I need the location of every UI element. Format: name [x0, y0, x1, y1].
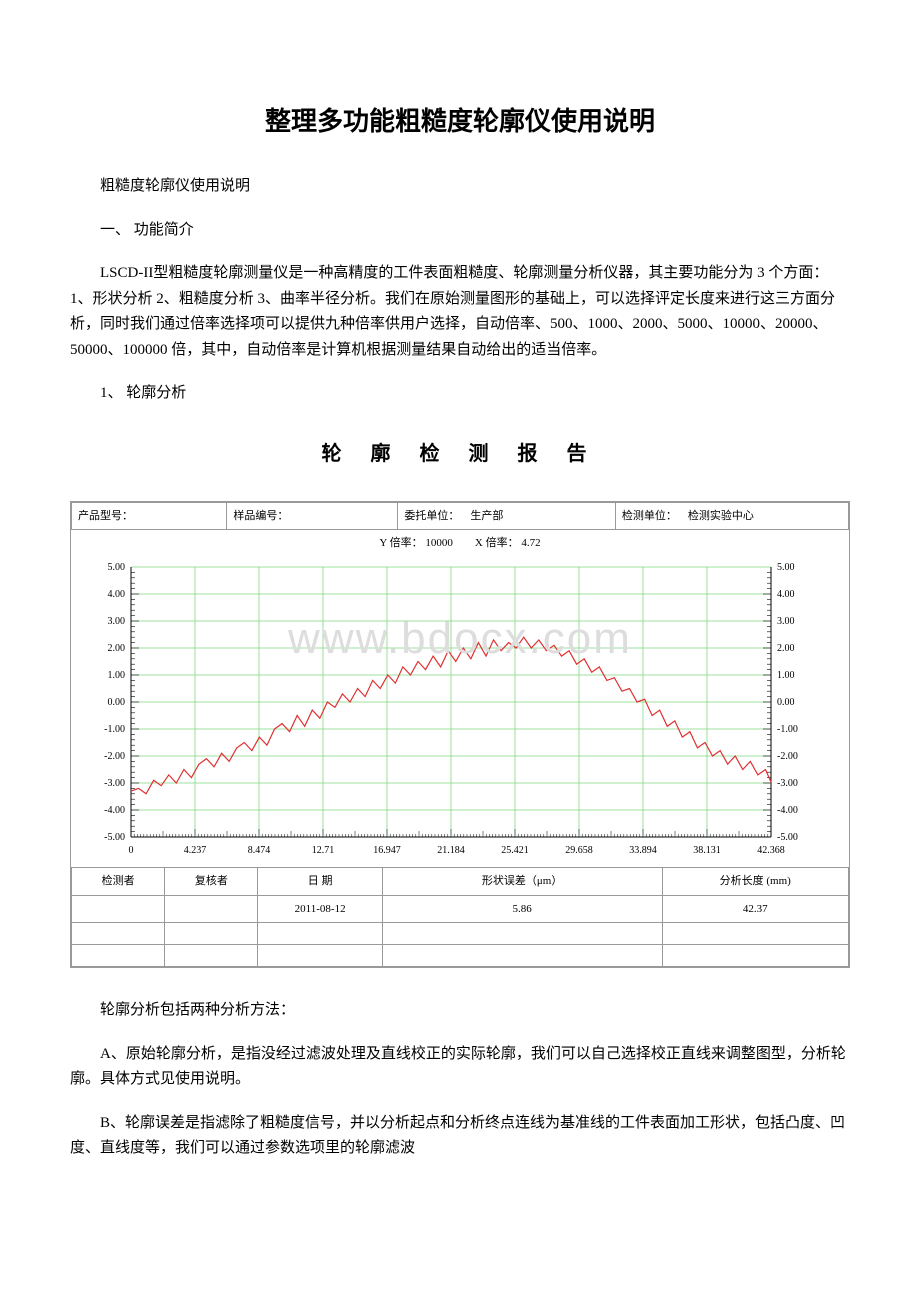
- footer-h-error: 形状误差（μm）: [382, 868, 662, 896]
- footer-v-reviewer: [165, 895, 258, 923]
- svg-text:-4.00: -4.00: [777, 805, 798, 816]
- chart-report-title: 轮 廓 检 测 报 告: [70, 425, 850, 483]
- svg-text:4.00: 4.00: [777, 589, 795, 600]
- svg-text:-2.00: -2.00: [104, 751, 125, 762]
- paragraph-section-1: 一、 功能简介: [70, 218, 850, 244]
- footer-h-inspector: 检测者: [72, 868, 165, 896]
- footer-empty: [662, 923, 849, 945]
- svg-text:8.474: 8.474: [248, 845, 271, 856]
- footer-empty: [258, 923, 382, 945]
- header-dept: 检测单位： 检测实验中心: [615, 502, 848, 530]
- header-product: 产品型号：: [72, 502, 227, 530]
- paragraph-method-a: A、原始轮廓分析，是指没经过滤波处理及直线校正的实际轮廓，我们可以自己选择校正直…: [70, 1042, 850, 1093]
- svg-text:-1.00: -1.00: [777, 724, 798, 735]
- footer-empty: [662, 945, 849, 967]
- svg-text:38.131: 38.131: [693, 845, 721, 856]
- svg-text:1.00: 1.00: [108, 670, 126, 681]
- svg-text:5.00: 5.00: [108, 562, 126, 573]
- svg-text:3.00: 3.00: [108, 616, 126, 627]
- svg-text:16.947: 16.947: [373, 845, 401, 856]
- paragraph-methods-intro: 轮廓分析包括两种分析方法：: [70, 998, 850, 1024]
- svg-text:0.00: 0.00: [108, 697, 126, 708]
- svg-text:3.00: 3.00: [777, 616, 795, 627]
- footer-empty: [72, 945, 165, 967]
- footer-h-date: 日 期: [258, 868, 382, 896]
- footer-h-length: 分析长度 (mm): [662, 868, 849, 896]
- doc-title: 整理多功能粗糙度轮廓仪使用说明: [70, 100, 850, 144]
- svg-text:5.00: 5.00: [777, 562, 795, 573]
- header-client: 委托单位： 生产部: [398, 502, 616, 530]
- footer-empty: [165, 945, 258, 967]
- svg-text:0: 0: [129, 845, 134, 856]
- footer-h-reviewer: 复核者: [165, 868, 258, 896]
- chart-report-container: 产品型号： 样品编号： 委托单位： 生产部 检测单位： 检测实验中心 Y 倍率：…: [70, 501, 850, 969]
- footer-v-inspector: [72, 895, 165, 923]
- footer-v-date: 2011-08-12: [258, 895, 382, 923]
- svg-text:-2.00: -2.00: [777, 751, 798, 762]
- svg-text:0.00: 0.00: [777, 697, 795, 708]
- svg-text:-1.00: -1.00: [104, 724, 125, 735]
- svg-text:2.00: 2.00: [108, 643, 126, 654]
- paragraph-subtitle: 粗糙度轮廓仪使用说明: [70, 174, 850, 200]
- footer-v-error: 5.86: [382, 895, 662, 923]
- svg-text:-5.00: -5.00: [104, 832, 125, 843]
- footer-empty: [382, 945, 662, 967]
- svg-text:25.421: 25.421: [501, 845, 529, 856]
- svg-text:2.00: 2.00: [777, 643, 795, 654]
- svg-text:-3.00: -3.00: [104, 778, 125, 789]
- svg-text:1.00: 1.00: [777, 670, 795, 681]
- svg-text:-3.00: -3.00: [777, 778, 798, 789]
- header-sample: 样品编号：: [227, 502, 398, 530]
- paragraph-intro: LSCD-II型粗糙度轮廓测量仪是一种高精度的工件表面粗糙度、轮廓测量分析仪器，…: [70, 261, 850, 363]
- svg-text:29.658: 29.658: [565, 845, 593, 856]
- footer-empty: [72, 923, 165, 945]
- svg-text:4.00: 4.00: [108, 589, 126, 600]
- paragraph-item-1: 1、 轮廓分析: [70, 381, 850, 407]
- paragraph-method-b: B、轮廓误差是指滤除了粗糙度信号，并以分析起点和分析终点连线为基准线的工件表面加…: [70, 1111, 850, 1162]
- svg-text:4.237: 4.237: [184, 845, 207, 856]
- svg-text:33.894: 33.894: [629, 845, 657, 856]
- svg-text:42.368: 42.368: [757, 845, 785, 856]
- footer-empty: [382, 923, 662, 945]
- svg-text:-4.00: -4.00: [104, 805, 125, 816]
- chart-footer-table: 检测者 复核者 日 期 形状误差（μm） 分析长度 (mm) 2011-08-1…: [71, 867, 849, 967]
- svg-text:12.71: 12.71: [312, 845, 335, 856]
- svg-text:-5.00: -5.00: [777, 832, 798, 843]
- footer-empty: [165, 923, 258, 945]
- footer-empty: [258, 945, 382, 967]
- chart-rate-line: Y 倍率： 10000 X 倍率： 4.72: [71, 530, 849, 557]
- footer-v-length: 42.37: [662, 895, 849, 923]
- svg-text:21.184: 21.184: [437, 845, 465, 856]
- chart-plot-area: www.bdocx.com 5.005.004.004.003.003.002.…: [81, 557, 839, 867]
- profile-chart-svg: 5.00 5.00 4.00 4.00 3.00 3.00 2.00 2.00 1.00 1.00…: [81, 557, 821, 867]
- chart-header-table: 产品型号： 样品编号： 委托单位： 生产部 检测单位： 检测实验中心: [71, 502, 849, 531]
